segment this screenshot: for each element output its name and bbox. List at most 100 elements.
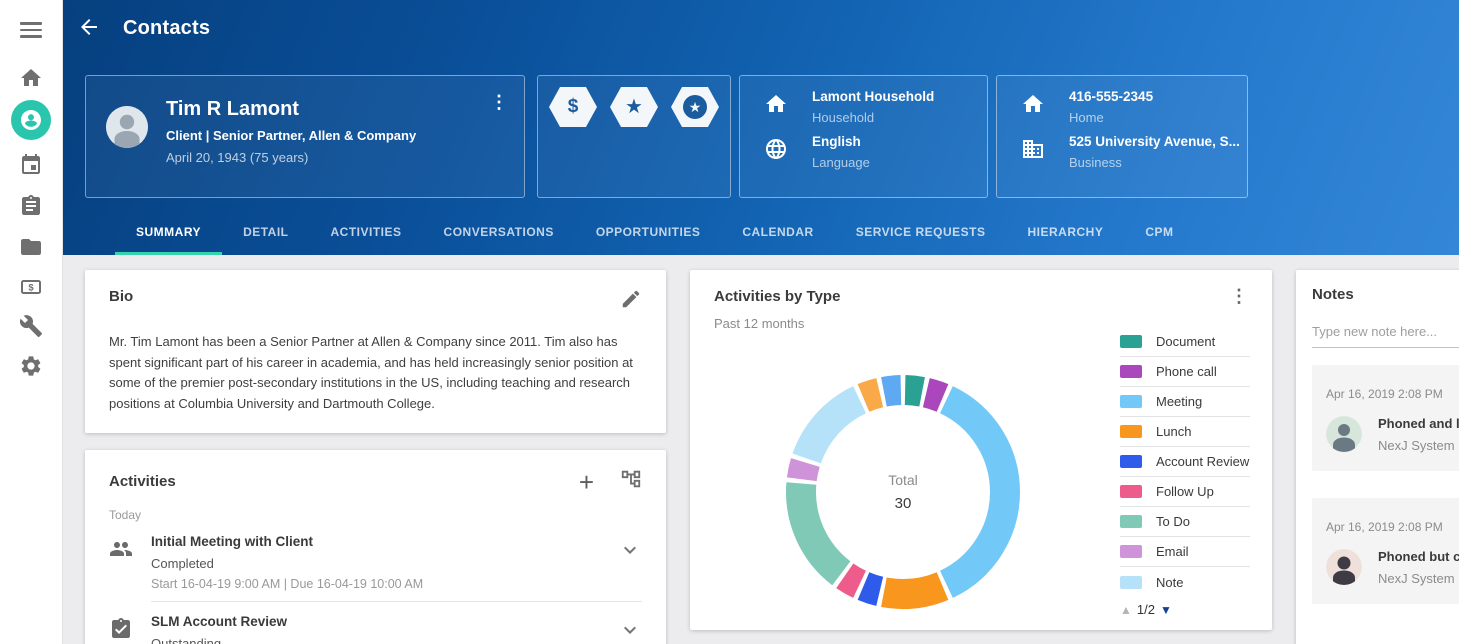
folder-icon: [21, 239, 41, 255]
summary-content: Bio Mr. Tim Lamont has been a Senior Par…: [63, 255, 1459, 644]
household-label: Household: [812, 110, 875, 125]
donut-segment-email[interactable]: [786, 458, 820, 482]
note-author: NexJ System: [1378, 571, 1455, 586]
address-label: Business: [1069, 155, 1122, 170]
donut-segment-unlabeled[interactable]: [857, 378, 884, 412]
legend-item[interactable]: Phone call: [1120, 357, 1250, 387]
activities-by-type-card: Activities by Type ⋮ Past 12 months Tota…: [690, 270, 1272, 630]
donut-segment-follow-up[interactable]: [836, 563, 867, 598]
donut-chart: Total 30: [783, 372, 1023, 612]
sidebar-item-home[interactable]: [17, 64, 45, 92]
star-circle-badge[interactable]: ★: [671, 87, 719, 127]
menu-button[interactable]: [17, 16, 45, 44]
donut-segment-meeting[interactable]: [939, 386, 1020, 598]
legend-item[interactable]: Lunch: [1120, 417, 1250, 447]
activity-title: SLM Account Review: [151, 614, 288, 629]
chevron-down-icon[interactable]: [618, 538, 642, 562]
language-field[interactable]: English Language: [764, 134, 987, 170]
back-button[interactable]: [77, 15, 103, 41]
address-value: 525 University Avenue, S...: [1069, 134, 1240, 149]
donut-segment-lunch[interactable]: [881, 572, 949, 609]
chart-menu-button[interactable]: ⋮: [1230, 286, 1248, 306]
tab-opportunities[interactable]: OPPORTUNITIES: [595, 225, 701, 239]
add-activity-button[interactable]: +: [578, 466, 594, 497]
legend-swatch: [1120, 365, 1142, 378]
sidebar-item-settings[interactable]: [17, 352, 45, 380]
tab-detail[interactable]: DETAIL: [243, 225, 289, 239]
sidebar-item-documents[interactable]: [17, 233, 45, 261]
page-up-icon[interactable]: ▲: [1120, 602, 1132, 617]
home-icon: [1023, 95, 1043, 112]
tab-activities[interactable]: ACTIVITIES: [330, 225, 402, 239]
sidebar-item-calendar[interactable]: [17, 151, 45, 179]
profile-fields-card: Lamont Household Household English Langu…: [739, 75, 988, 198]
bio-title: Bio: [109, 288, 134, 305]
donut-segment-to-do[interactable]: [786, 482, 851, 586]
legend-item[interactable]: Note: [1120, 567, 1250, 597]
address-field[interactable]: 525 University Avenue, S... Business: [1021, 134, 1247, 170]
donut-segment-note[interactable]: [792, 386, 867, 464]
legend-item[interactable]: Follow Up: [1120, 477, 1250, 507]
chart-title: Activities by Type: [714, 288, 841, 305]
donut-segment-account-review[interactable]: [857, 572, 884, 606]
top-app-bar: Contacts: [63, 0, 1459, 56]
contact-menu-button[interactable]: ⋮: [490, 92, 508, 112]
activities-card: Activities + Today Initial Meeting with …: [85, 450, 666, 644]
note-author: NexJ System: [1378, 438, 1455, 453]
tab-service-requests[interactable]: SERVICE REQUESTS: [855, 225, 986, 239]
phone-value: 416-555-2345: [1069, 89, 1154, 104]
contact-summary-card[interactable]: Tim R Lamont Client | Senior Partner, Al…: [85, 75, 525, 198]
legend-pager: ▲ 1/2 ▼: [1120, 602, 1172, 617]
tab-conversations[interactable]: CONVERSATIONS: [443, 225, 554, 239]
svg-text:$: $: [28, 283, 34, 294]
tab-cpm[interactable]: CPM: [1145, 225, 1174, 239]
note-timestamp: Apr 16, 2019 2:08 PM: [1326, 520, 1443, 534]
donut-segment-phone-call[interactable]: [922, 378, 949, 412]
legend-item[interactable]: Meeting: [1120, 387, 1250, 417]
legend-item[interactable]: To Do: [1120, 507, 1250, 537]
legend-swatch: [1120, 455, 1142, 468]
activities-group-label: Today: [109, 508, 142, 522]
sidebar-item-tasks[interactable]: [17, 192, 45, 220]
page-down-icon[interactable]: ▼: [1159, 602, 1172, 617]
chevron-down-icon[interactable]: [618, 618, 642, 642]
tab-calendar[interactable]: CALENDAR: [742, 225, 814, 239]
chart-subtitle: Past 12 months: [714, 316, 805, 331]
activity-hierarchy-button[interactable]: [620, 468, 642, 495]
donut-segment-unlabeled[interactable]: [881, 375, 902, 407]
donut-segment-document[interactable]: [904, 375, 925, 407]
legend-swatch: [1120, 335, 1142, 348]
edit-bio-button[interactable]: [620, 288, 642, 315]
legend-item[interactable]: Document: [1120, 327, 1250, 357]
note-item[interactable]: Apr 16, 2019 2:08 PM Phoned and le NexJ …: [1312, 365, 1459, 471]
legend-swatch: [1120, 485, 1142, 498]
star-badge[interactable]: ★: [610, 87, 658, 127]
activity-row[interactable]: Initial Meeting with Client Completed St…: [109, 522, 642, 601]
activity-title: Initial Meeting with Client: [151, 534, 313, 549]
back-arrow-icon: [81, 19, 97, 35]
activity-row[interactable]: SLM Account Review Outstanding: [109, 602, 642, 644]
household-field[interactable]: Lamont Household Household: [764, 89, 987, 125]
language-value: English: [812, 134, 861, 149]
new-note-input[interactable]: [1312, 320, 1459, 348]
phone-field[interactable]: 416-555-2345 Home: [1021, 89, 1247, 125]
sidebar-item-tools[interactable]: [17, 312, 45, 340]
phone-label: Home: [1069, 110, 1104, 125]
sidebar-item-contacts[interactable]: [11, 100, 51, 140]
legend-page-indicator: 1/2: [1136, 602, 1155, 617]
tab-hierarchy[interactable]: HIERARCHY: [1027, 225, 1104, 239]
legend-item[interactable]: Account Review: [1120, 447, 1250, 477]
sidebar-item-billing[interactable]: $: [17, 273, 45, 301]
globe-icon: [766, 139, 786, 159]
bio-card: Bio Mr. Tim Lamont has been a Senior Par…: [85, 270, 666, 433]
note-item[interactable]: Apr 16, 2019 2:08 PM Phoned but co NexJ …: [1312, 498, 1459, 604]
contact-header-banner: Contacts Tim R Lamont Client | Senior Pa…: [63, 0, 1459, 255]
note-author-avatar: [1326, 549, 1362, 585]
home-icon: [21, 69, 41, 86]
contact-birthdate: April 20, 1943 (75 years): [166, 150, 309, 165]
wealth-badge[interactable]: $: [549, 87, 597, 127]
contact-name: Tim R Lamont: [166, 98, 299, 120]
tab-summary[interactable]: SUMMARY: [115, 210, 223, 255]
activities-title: Activities: [109, 473, 176, 490]
legend-item[interactable]: Email: [1120, 537, 1250, 567]
